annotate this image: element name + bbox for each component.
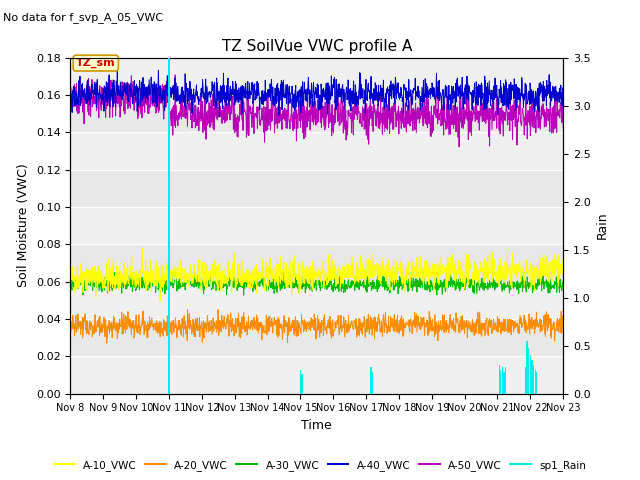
Bar (499, 365, 500, 394)
Bar (536, 372, 538, 394)
Bar (70, 58, 563, 95)
Bar (70, 132, 563, 169)
Bar (525, 367, 526, 394)
Bar (70, 95, 563, 132)
Bar (371, 367, 372, 394)
Bar (502, 367, 503, 394)
Y-axis label: Soil Moisture (VWC): Soil Moisture (VWC) (17, 164, 30, 288)
Legend: A-10_VWC, A-20_VWC, A-30_VWC, A-40_VWC, A-50_VWC, sp1_Rain: A-10_VWC, A-20_VWC, A-30_VWC, A-40_VWC, … (50, 456, 590, 475)
Bar (70, 207, 563, 244)
Text: TZ_sm: TZ_sm (76, 58, 116, 68)
Bar (168, 58, 170, 394)
Bar (531, 360, 532, 394)
Bar (505, 367, 506, 394)
Bar (70, 169, 563, 207)
Bar (500, 370, 501, 394)
Bar (70, 319, 563, 356)
Bar (70, 244, 563, 282)
Bar (534, 370, 536, 394)
X-axis label: Time: Time (301, 419, 332, 432)
Bar (372, 372, 373, 394)
Bar (301, 374, 303, 394)
Text: No data for f_svp_A_05_VWC: No data for f_svp_A_05_VWC (3, 12, 163, 23)
Bar (533, 365, 534, 394)
Title: TZ SoilVue VWC profile A: TZ SoilVue VWC profile A (221, 39, 412, 54)
Bar (300, 370, 301, 394)
Bar (530, 355, 531, 394)
Bar (70, 356, 563, 394)
Bar (528, 348, 529, 394)
Bar (70, 282, 563, 319)
Y-axis label: Rain: Rain (596, 212, 609, 240)
